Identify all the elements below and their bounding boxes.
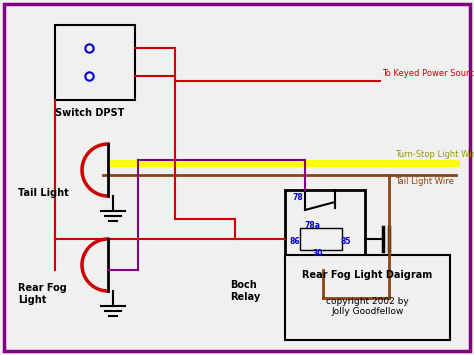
Text: Rear Fog Light Daigram: Rear Fog Light Daigram [302, 270, 433, 280]
Text: 78a: 78a [305, 221, 321, 230]
Text: Tail Light: Tail Light [18, 188, 69, 198]
Text: 78: 78 [293, 193, 304, 202]
Text: Switch DPST: Switch DPST [55, 108, 124, 118]
Bar [55, 25, 135, 100]
Bar [285, 190, 365, 270]
Text: Rear Fog
Light: Rear Fog Light [18, 283, 67, 305]
Text: 85: 85 [341, 237, 352, 246]
Bar [285, 255, 450, 340]
Text: Tail Light Wire: Tail Light Wire [395, 177, 454, 186]
Text: Turn-Stop Light Wire: Turn-Stop Light Wire [395, 150, 474, 159]
Bar [300, 228, 342, 250]
Text: copyright 2002 by
Jolly Goodfellow: copyright 2002 by Jolly Goodfellow [326, 297, 409, 316]
Text: Boch
Relay: Boch Relay [230, 280, 260, 302]
Text: 30: 30 [313, 249, 323, 258]
Text: 86: 86 [290, 237, 301, 246]
Text: To Keyed Power Source: To Keyed Power Source [382, 69, 474, 78]
